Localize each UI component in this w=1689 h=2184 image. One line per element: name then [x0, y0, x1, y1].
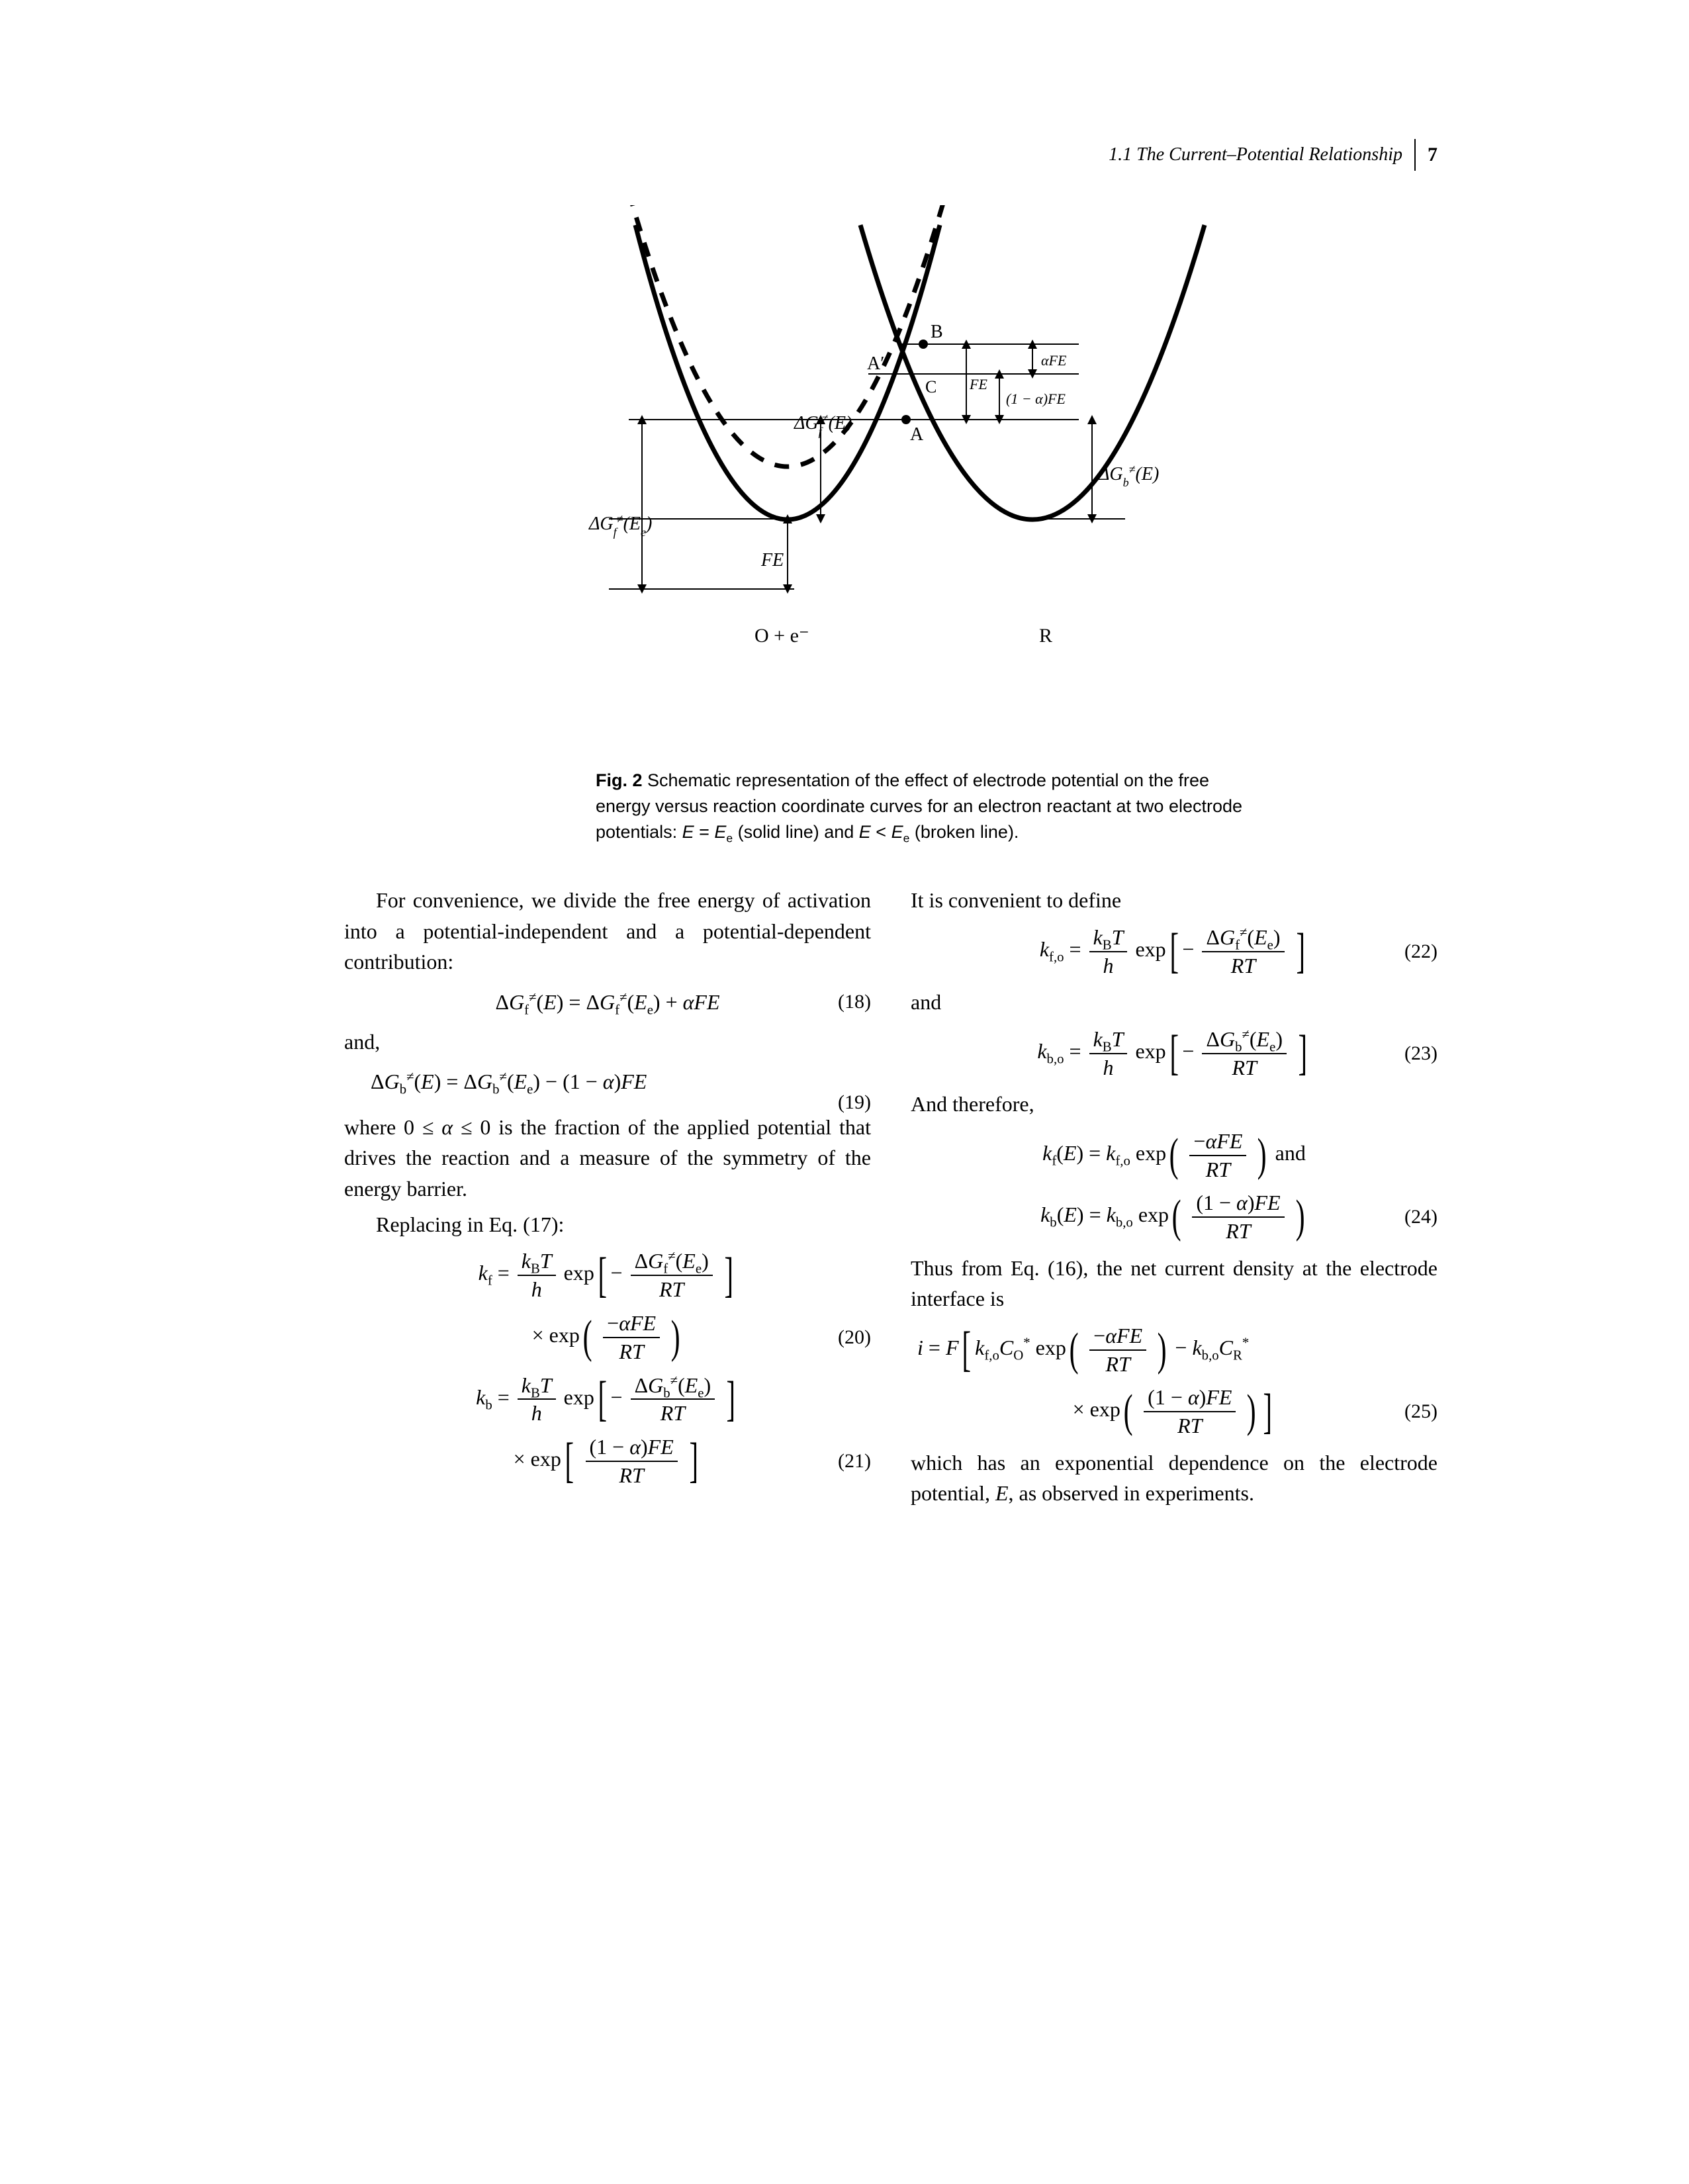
caption-label: Fig. 2 [596, 770, 643, 790]
eq19-body: ΔGb≠(E) = ΔGb≠(Ee) − (1 − α)FE [371, 1066, 647, 1097]
header-separator [1414, 139, 1416, 171]
cap-e2s: e [903, 832, 910, 845]
x-left-label: O + e⁻ [754, 625, 809, 647]
right-column: It is convenient to define kf,o = kBTh e… [911, 885, 1438, 1514]
cap-e1r: E [714, 822, 726, 842]
right-p5: which has an exponential dependence on t… [911, 1447, 1438, 1509]
eq20-body2: × exp( −αFERT ) [532, 1311, 684, 1364]
energy-diagram-svg: A A′ B C ΔGf≠(Ee) ΔGf≠(E) ΔGb≠(E) FE FE … [529, 205, 1271, 748]
alpha-sym: α [441, 1115, 453, 1139]
eq-19: ΔGb≠(E) = ΔGb≠(Ee) − (1 − α)FE [344, 1066, 871, 1097]
figure-caption: Fig. 2 Schematic representation of the e… [596, 768, 1244, 845]
eq-18: ΔGf≠(E) = ΔGf≠(Ee) + αFE (18) [344, 987, 871, 1017]
label-dgb-e: ΔGb≠(E) [1098, 463, 1159, 489]
cap-e1s: e [726, 832, 733, 845]
left-p2: and, [344, 1026, 871, 1057]
cap-e2op: < [871, 822, 891, 842]
left-p3a: where 0 ≤ [344, 1115, 441, 1139]
right-p1: It is convenient to define [911, 885, 1438, 915]
label-a: A [910, 424, 924, 445]
eq19-num: (19) [838, 1088, 871, 1117]
eq25-body2: × exp( (1 − α)FERT )] [1073, 1385, 1276, 1438]
label-dgf-e: ΔGf≠(E) [794, 412, 852, 438]
label-1-alpha-fe: (1 − α)FE [1006, 390, 1066, 407]
eq25-body1: i = F[kf,oCO* exp( −αFERT ) − kb,oCR* [917, 1324, 1249, 1377]
left-dashed-curve [629, 205, 946, 467]
eq20-body1: kf = kBTh exp[− ΔGf≠(Ee)RT ] [479, 1249, 737, 1302]
right-p2: and [911, 987, 1438, 1017]
section-title: 1.1 The Current–Potential Relationship [1109, 144, 1402, 165]
eq24-body1: kf(E) = kf,o exp( −αFERT ) and [1042, 1129, 1306, 1182]
eq-20-line2: × exp( −αFERT ) (20) [344, 1311, 871, 1364]
body-columns: For convenience, we divide the free ener… [344, 885, 1438, 1514]
eq21-body1: kb = kBTh exp[− ΔGb≠(Ee)RT ] [476, 1373, 739, 1426]
label-c: C [925, 377, 936, 396]
eq-25-line2: × exp( (1 − α)FERT )] (25) [911, 1385, 1438, 1438]
right-p5b: , as observed in experiments. [1009, 1481, 1254, 1505]
eq20-num: (20) [838, 1323, 871, 1352]
e-sym: E [995, 1481, 1009, 1505]
eq-21-line2: × exp[ (1 − α)FERT ] (21) [344, 1435, 871, 1488]
eq24-tail: and [1275, 1141, 1306, 1165]
right-p3: And therefore, [911, 1089, 1438, 1119]
figure-2: A A′ B C ΔGf≠(Ee) ΔGf≠(E) ΔGb≠(E) FE FE … [529, 205, 1271, 748]
eq-22: kf,o = kBTh exp[− ΔGf≠(Ee)RT ] (22) [911, 925, 1438, 978]
eq23-num: (23) [1404, 1039, 1438, 1068]
eq-20-line1: kf = kBTh exp[− ΔGf≠(Ee)RT ] [344, 1249, 871, 1302]
eq25-num: (25) [1404, 1397, 1438, 1426]
eq22-num: (22) [1404, 937, 1438, 966]
eq-25-line1: i = F[kf,oCO* exp( −αFERT ) − kb,oCR* [911, 1324, 1438, 1377]
eq23-body: kb,o = kBTh exp[− ΔGb≠(Ee)RT ] [1037, 1027, 1310, 1080]
right-p4: Thus from Eq. (16), the net current dens… [911, 1253, 1438, 1314]
label-aprime: A′ [867, 353, 884, 374]
page-number: 7 [1428, 144, 1438, 166]
eq-24-line1: kf(E) = kf,o exp( −αFERT ) and [911, 1129, 1438, 1182]
left-p1: For convenience, we divide the free ener… [344, 885, 871, 977]
caption-text-b: (solid line) and [733, 822, 859, 842]
eq-23: kb,o = kBTh exp[− ΔGb≠(Ee)RT ] (23) [911, 1027, 1438, 1080]
left-solid-curve [635, 225, 940, 520]
cap-e2l: E [859, 822, 871, 842]
eq21-num: (21) [838, 1447, 871, 1476]
label-fe-left: FE [760, 550, 784, 570]
cap-e2r: E [891, 822, 903, 842]
eq18-body: ΔGf≠(E) = ΔGf≠(Ee) + αFE [495, 987, 719, 1017]
cap-e1l: E [682, 822, 694, 842]
eq24-num: (24) [1404, 1203, 1438, 1232]
eq21-body2: × exp[ (1 − α)FERT ] [514, 1435, 702, 1488]
running-header: 1.1 The Current–Potential Relationship 7 [1109, 139, 1438, 171]
eq-21-line1: kb = kBTh exp[− ΔGb≠(Ee)RT ] [344, 1373, 871, 1426]
page: 1.1 The Current–Potential Relationship 7 [0, 0, 1689, 2184]
eq24-body2: kb(E) = kb,o exp( (1 − α)FERT ) [1040, 1191, 1308, 1244]
eq-24-line2: kb(E) = kb,o exp( (1 − α)FERT ) (24) [911, 1191, 1438, 1244]
label-fe-right: FE [969, 376, 987, 392]
left-p3: where 0 ≤ α ≤ 0 is the fraction of the a… [344, 1112, 871, 1204]
label-alpha-fe: αFE [1041, 352, 1067, 369]
left-p4: Replacing in Eq. (17): [344, 1209, 871, 1240]
x-right-label: R [1039, 625, 1052, 647]
caption-text-c: (broken line). [909, 822, 1019, 842]
eq18-num: (18) [838, 987, 871, 1017]
eq22-body: kf,o = kBTh exp[− ΔGf≠(Ee)RT ] [1040, 925, 1308, 978]
left-column: For convenience, we divide the free ener… [344, 885, 871, 1514]
label-b: B [931, 322, 943, 342]
